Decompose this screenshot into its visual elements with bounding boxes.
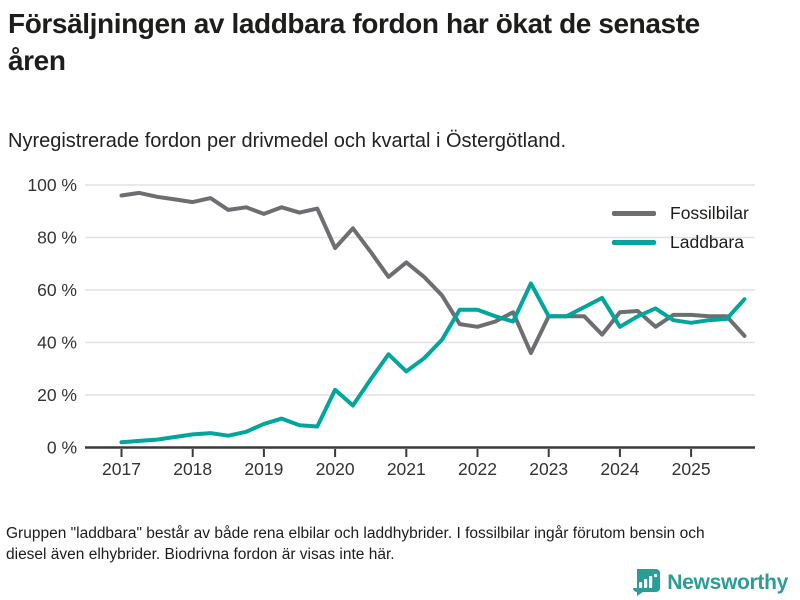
x-axis-label-2017: 2017 [102,459,141,479]
newsworthy-logo: Newsworthy [633,569,788,596]
newsworthy-bubble-chart-icon [633,569,661,596]
y-axis-label-0: 0 % [47,438,77,458]
x-axis-label-2018: 2018 [173,459,212,479]
y-axis-label-20: 20 % [37,385,77,405]
x-axis-label-2025: 2025 [672,459,711,479]
x-axis-label-2022: 2022 [458,459,497,479]
y-axis-label-40: 40 % [37,333,77,353]
laddbara-line-swatch [612,240,656,245]
chart-title: Försäljningen av laddbara fordon har öka… [8,8,700,76]
laddbara-line [119,281,747,445]
fossilbilar-line-swatch [612,211,656,216]
x-axis-label-2024: 2024 [600,459,639,479]
x-axis-label-2023: 2023 [529,459,568,479]
x-axis-label-2019: 2019 [244,459,283,479]
x-axis-label-2020: 2020 [316,459,355,479]
legend-label-laddbara: Laddbara [670,232,744,252]
y-axis-label-80: 80 % [37,228,77,248]
newsworthy-wordmark: Newsworthy [667,570,788,594]
chart-subtitle: Nyregistrerade fordon per drivmedel och … [8,130,567,152]
y-axis-label-60: 60 % [37,280,77,300]
chart-footnote: Gruppen "laddbara" består av både rena e… [6,525,705,564]
legend-item-laddbara: Laddbara [612,228,749,257]
chart-legend: Fossilbilar Laddbara [612,199,749,257]
x-axis-label-2021: 2021 [387,459,426,479]
y-axis-label-100: 100 % [27,175,77,195]
legend-label-fossilbilar: Fossilbilar [670,203,749,223]
legend-item-fossilbilar: Fossilbilar [612,199,749,228]
